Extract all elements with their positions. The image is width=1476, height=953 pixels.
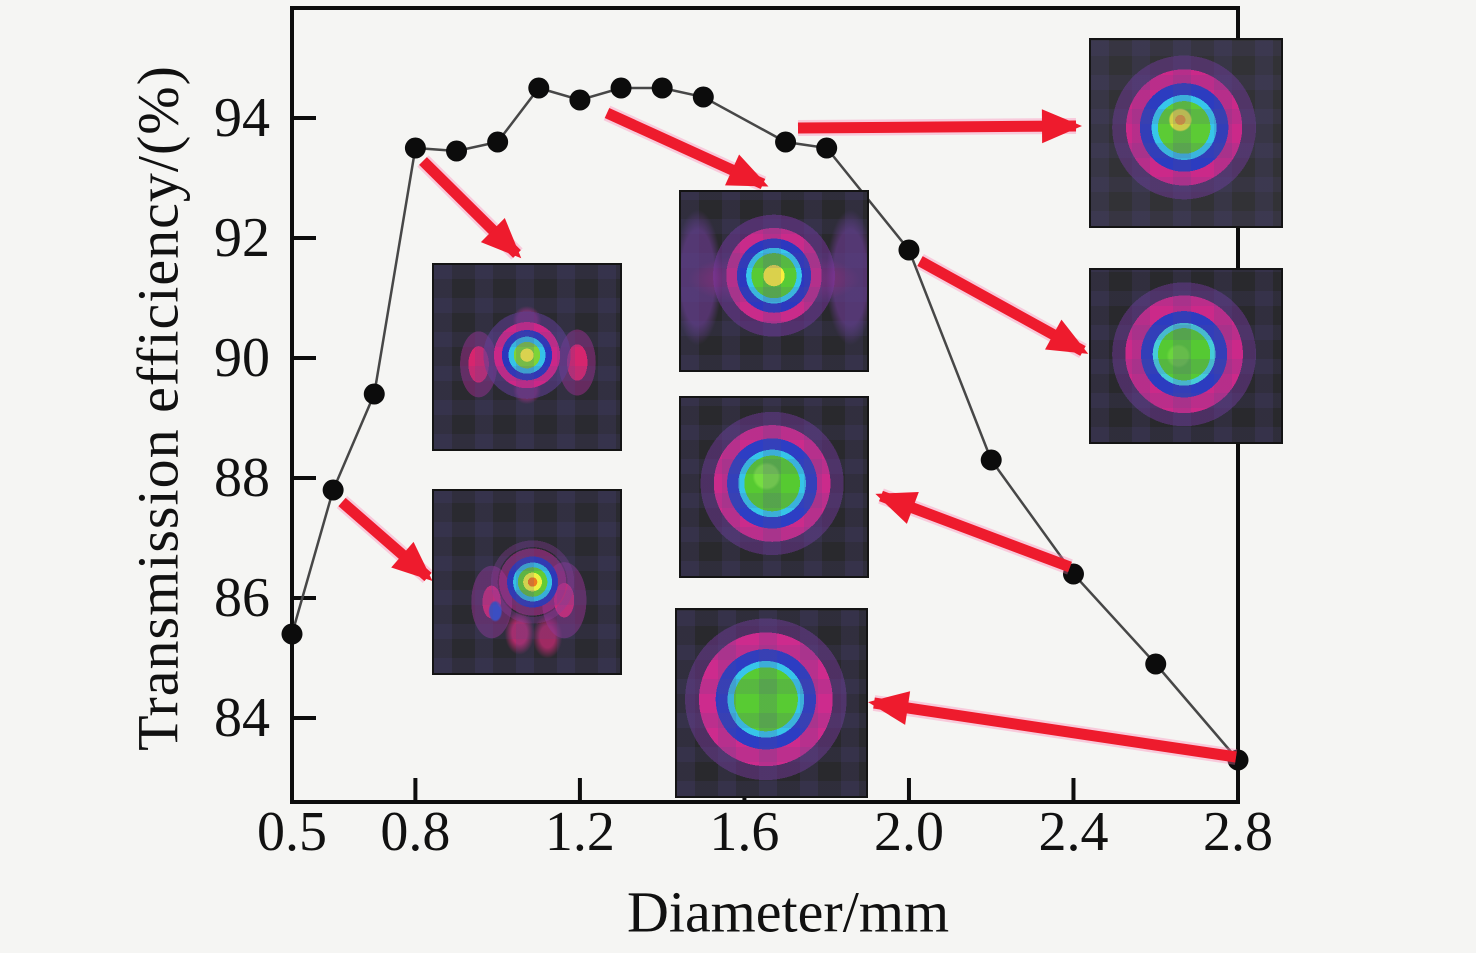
data-point-1.8mm xyxy=(816,137,838,159)
x-tick-label-2.8: 2.8 xyxy=(1203,801,1273,863)
inset-beam-profile-2.4mm xyxy=(679,396,869,578)
x-tick-label-0.8: 0.8 xyxy=(380,801,450,863)
x-tick-label-0.5: 0.5 xyxy=(257,801,327,863)
data-point-0.8mm xyxy=(404,137,426,159)
x-axis-title: Diameter/mm xyxy=(626,879,950,945)
data-point-1.3mm xyxy=(610,77,632,99)
x-tick-label-2.4: 2.4 xyxy=(1038,801,1108,863)
annotation-arrow-0.6mm xyxy=(338,497,433,582)
data-point-2.6mm xyxy=(1145,653,1167,675)
data-point-0.9mm xyxy=(446,140,468,162)
x-tick-label-1.2: 1.2 xyxy=(545,801,615,863)
y-tick-label-92: 92 xyxy=(214,207,270,269)
annotation-arrow-2.4mm xyxy=(875,490,1072,573)
data-point-0.5mm xyxy=(281,623,303,645)
series-line-transmission-efficiency xyxy=(290,86,1239,761)
data-point-1.1mm xyxy=(528,77,550,99)
data-point-1.2mm xyxy=(569,89,591,111)
y-tick-label-84: 84 xyxy=(214,687,270,749)
inset-beam-profile-2.8mm xyxy=(675,608,868,798)
inset-beam-profile-0.8mm xyxy=(432,263,622,451)
inset-beam-profile-2.0mm xyxy=(1089,268,1283,444)
x-tick-label-2.0: 2.0 xyxy=(874,801,944,863)
y-tick-label-94: 94 xyxy=(214,87,270,149)
annotation-arrow-1.7mm xyxy=(797,109,1082,144)
data-point-1.4mm xyxy=(651,77,673,99)
inset-beam-profile-1.2mm xyxy=(679,190,869,372)
x-tick-label-1.6: 1.6 xyxy=(709,801,779,863)
data-point-2mm xyxy=(898,239,920,261)
y-tick-label-90: 90 xyxy=(214,327,270,389)
inset-beam-profile-1.7mm xyxy=(1089,38,1283,228)
inset-beam-profile-0.6mm xyxy=(432,489,622,675)
y-tick-label-86: 86 xyxy=(214,567,270,629)
data-point-0.6mm xyxy=(322,479,344,501)
y-axis-title: Transmission efficiency/(%) xyxy=(125,65,191,751)
data-point-1mm xyxy=(487,131,509,153)
data-point-0.7mm xyxy=(363,383,385,405)
y-tick-label-88: 88 xyxy=(214,447,270,509)
annotation-arrow-2.8mm xyxy=(868,691,1237,763)
data-point-1.5mm xyxy=(692,86,714,108)
annotation-arrow-1.2mm xyxy=(604,107,769,190)
data-point-1.7mm xyxy=(775,131,797,153)
data-point-2.2mm xyxy=(980,449,1002,471)
annotation-arrow-0.8mm xyxy=(419,157,522,259)
annotation-arrow-2mm xyxy=(917,256,1089,356)
